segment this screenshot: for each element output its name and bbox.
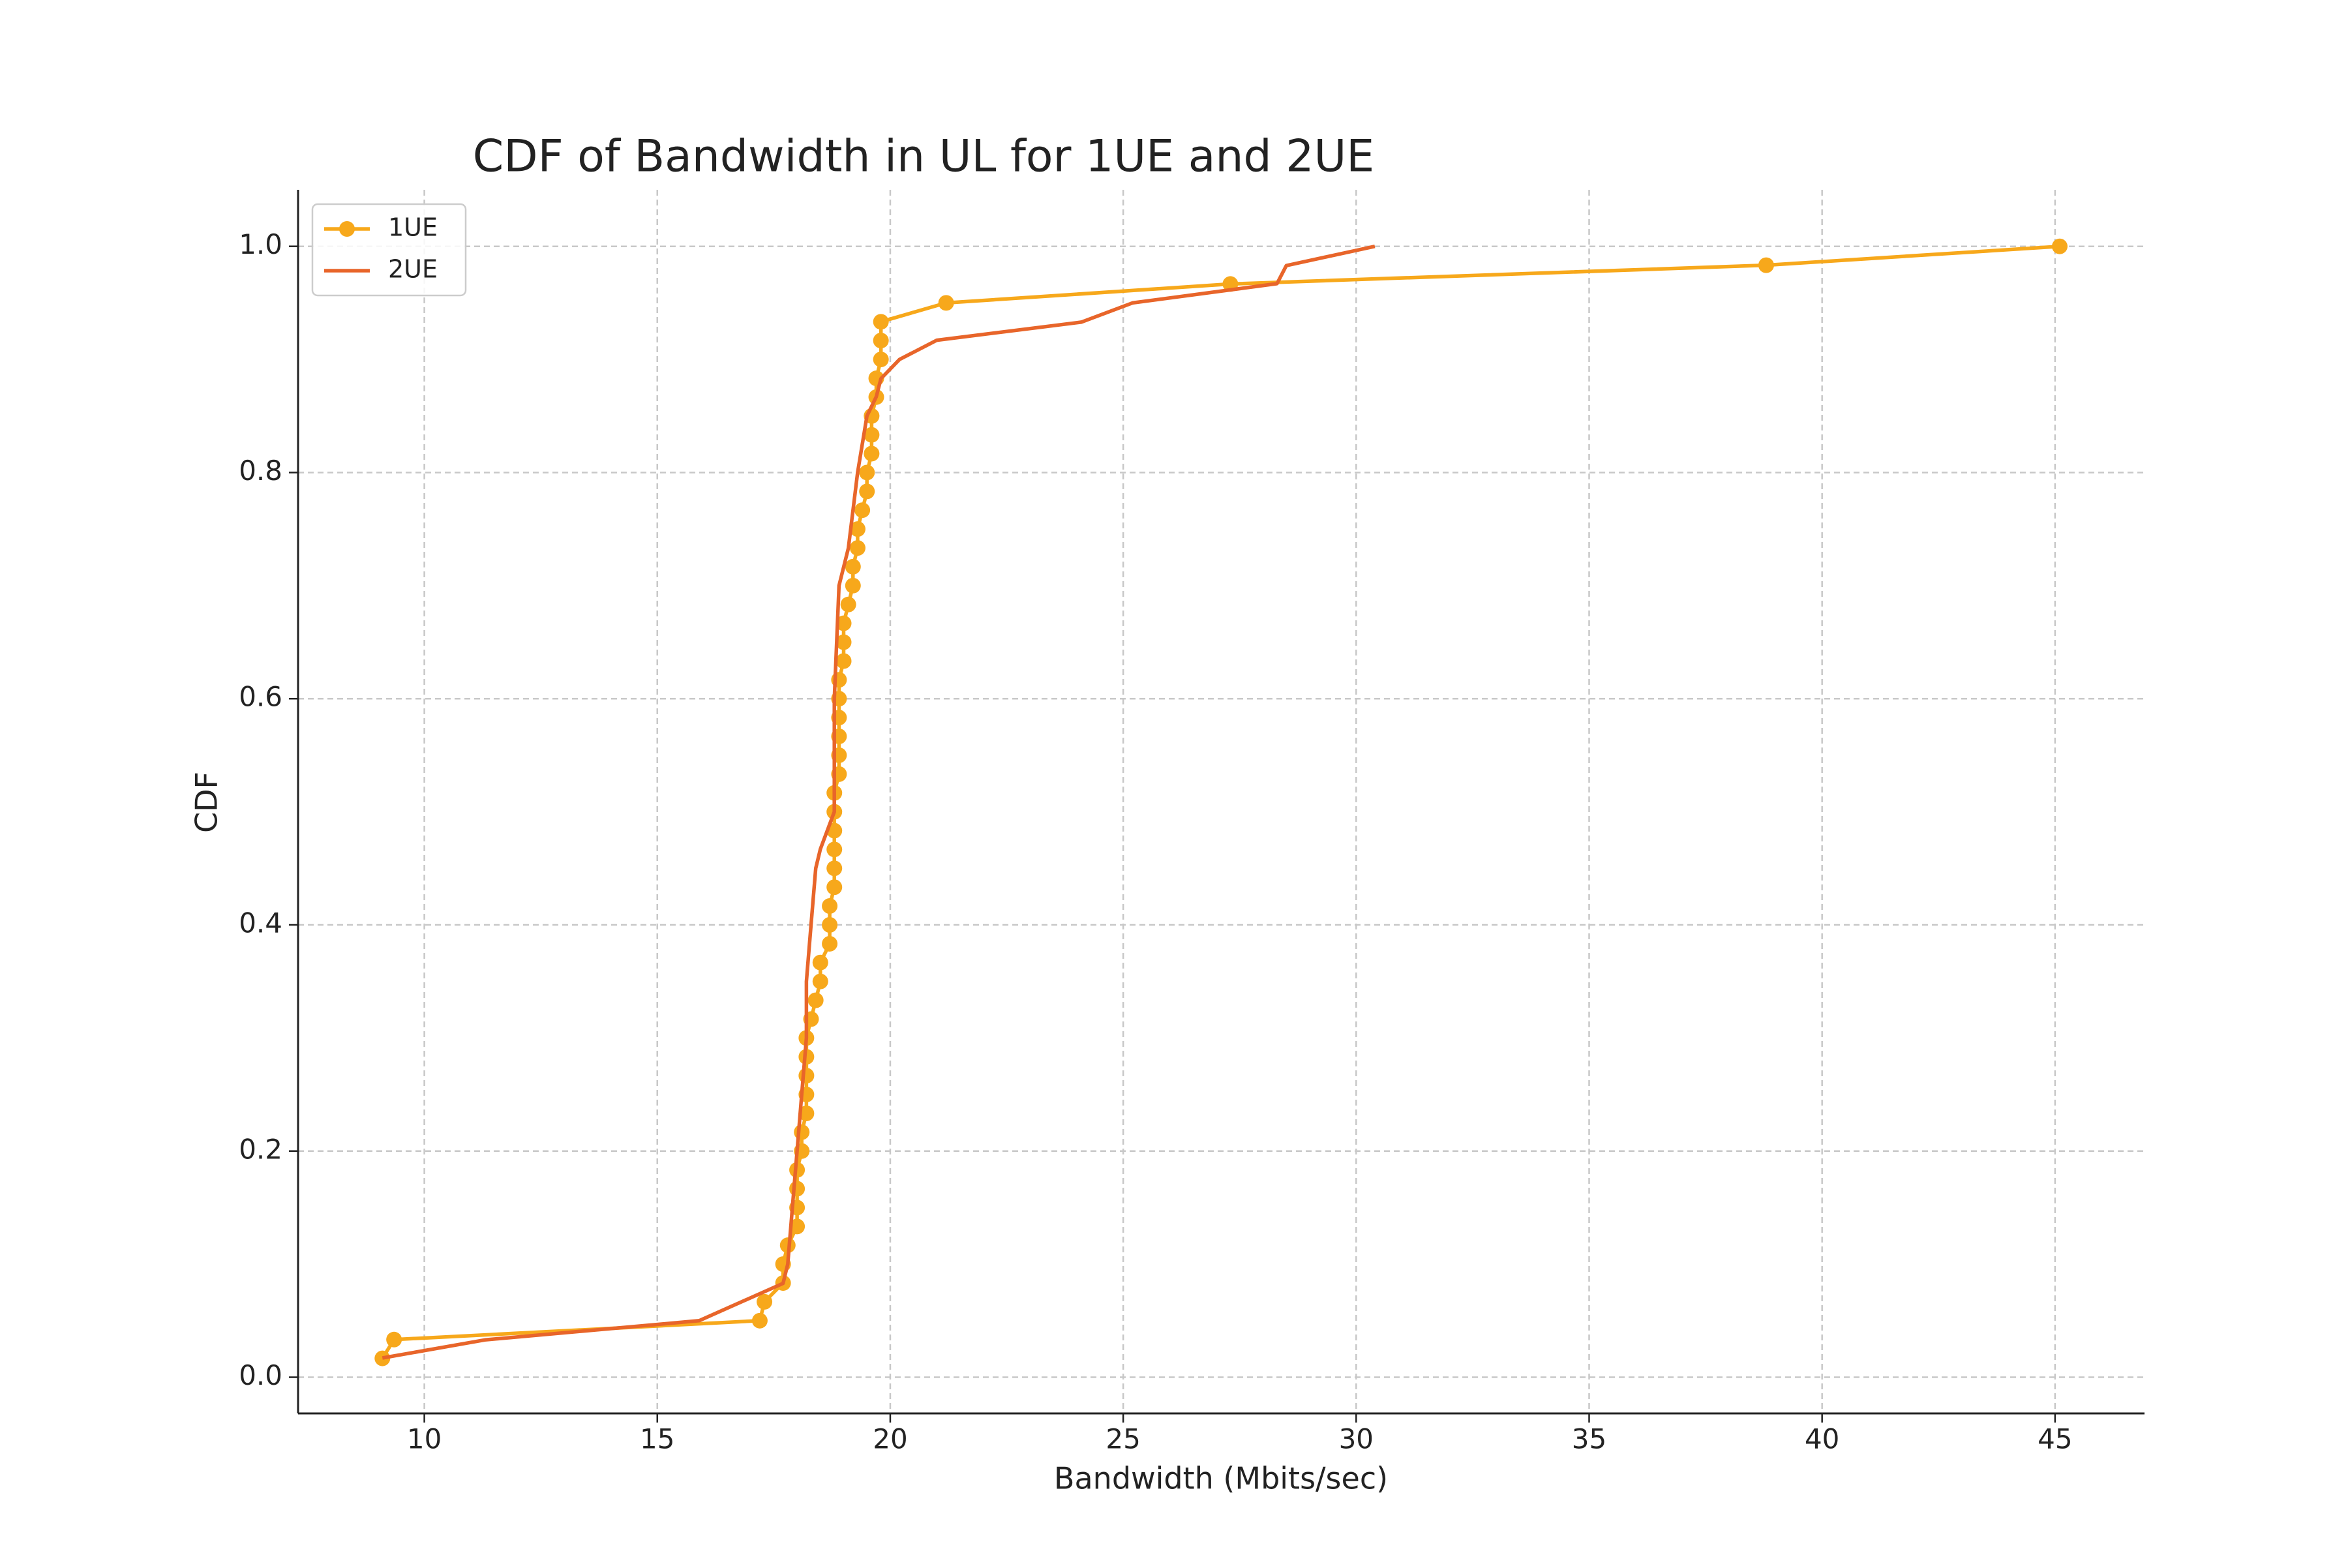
x-tick-label: 20: [873, 1423, 907, 1455]
y-axis-label: CDF: [189, 772, 224, 833]
chart-title: CDF of Bandwidth in UL for 1UE and 2UE: [473, 131, 1375, 183]
point: [822, 898, 838, 914]
y-tick-label: 0.6: [239, 681, 282, 713]
point: [845, 577, 861, 594]
y-tick-label: 0.0: [239, 1359, 282, 1391]
x-tick-label: 25: [1106, 1423, 1140, 1455]
point: [374, 1350, 391, 1366]
point: [873, 352, 889, 368]
point: [859, 483, 875, 500]
point: [873, 333, 889, 349]
point: [798, 1068, 815, 1084]
point: [845, 558, 861, 575]
point: [807, 992, 824, 1008]
x-tick-label: 15: [640, 1423, 674, 1455]
point: [826, 879, 843, 896]
legend-label: 2UE: [388, 255, 438, 284]
x-axis-label: Bandwidth (Mbits/sec): [1054, 1461, 1388, 1496]
point: [849, 540, 865, 556]
point: [751, 1312, 768, 1329]
point: [873, 314, 889, 330]
point: [826, 841, 843, 858]
point: [849, 521, 865, 537]
point: [859, 464, 875, 481]
point: [822, 935, 838, 952]
point: [864, 427, 880, 443]
point: [854, 502, 871, 519]
point: [757, 1293, 773, 1310]
point: [2051, 238, 2068, 254]
point: [864, 445, 880, 462]
point: [938, 295, 954, 311]
legend-label: 1UE: [388, 213, 438, 242]
series-line: [380, 244, 2060, 1360]
point: [386, 1331, 402, 1348]
series-line: [382, 245, 1376, 1360]
point: [822, 916, 838, 933]
x-tick-label: 40: [1805, 1423, 1839, 1455]
y-tick-label: 0.4: [239, 907, 282, 939]
point: [789, 1181, 805, 1197]
point: [812, 973, 828, 989]
point: [835, 634, 852, 650]
point: [840, 596, 856, 612]
point: [794, 1124, 810, 1140]
point: [835, 653, 852, 669]
y-tick-label: 1.0: [239, 228, 282, 260]
y-tick-label: 0.8: [239, 455, 282, 487]
point: [812, 954, 828, 971]
point: [835, 615, 852, 631]
x-tick-label: 45: [2038, 1423, 2072, 1455]
x-tick-label: 30: [1339, 1423, 1374, 1455]
y-tick-label: 0.2: [239, 1133, 282, 1165]
point: [789, 1218, 805, 1235]
point: [798, 1106, 815, 1122]
legend-marker: [339, 221, 355, 237]
x-tick-label: 10: [407, 1423, 442, 1455]
point: [1758, 257, 1774, 273]
point: [826, 860, 843, 877]
x-tick-label: 35: [1572, 1423, 1606, 1455]
